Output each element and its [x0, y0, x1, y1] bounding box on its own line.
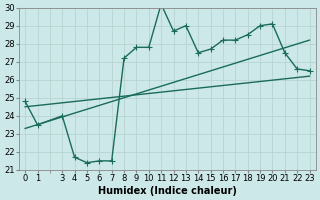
- X-axis label: Humidex (Indice chaleur): Humidex (Indice chaleur): [98, 186, 237, 196]
